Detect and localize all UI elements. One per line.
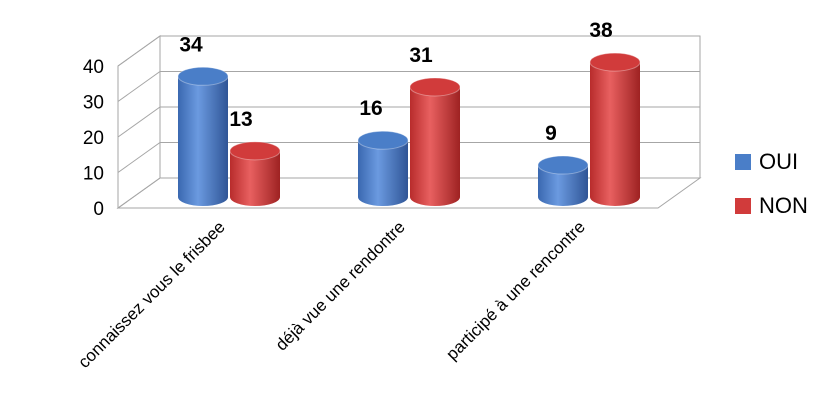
bar-body: [410, 87, 460, 206]
bar-body: [590, 62, 640, 206]
bar-non-2: [590, 53, 640, 206]
data-label-oui-1: 16: [359, 97, 382, 120]
bar-top: [178, 67, 228, 85]
bar-top: [538, 156, 588, 174]
data-label-oui-0: 34: [179, 33, 203, 56]
y-tick-label: 30: [83, 93, 104, 114]
x-axis: connaissez vous le frisbee déjà vue une r…: [74, 217, 588, 371]
legend-label-oui: OUI: [759, 149, 798, 175]
bar-oui-1: [358, 131, 408, 206]
x-tick-label-2: participé à une rencontre: [442, 217, 588, 363]
bar-top: [230, 142, 280, 160]
bar-top: [358, 131, 408, 149]
y-tick-label: 40: [83, 57, 104, 78]
bar-non-1: [410, 78, 460, 206]
y-axis: 0 10 20 30 40: [83, 57, 104, 220]
bar-top: [590, 53, 640, 71]
x-tick-label-1: déjà vue une rendontre: [272, 217, 409, 354]
legend-item-oui: OUI: [735, 140, 808, 184]
legend-swatch-non: [735, 198, 751, 214]
y-tick-label: 0: [93, 199, 104, 220]
bar-oui-0: [178, 67, 228, 206]
bar-body: [178, 76, 228, 206]
bar-top: [410, 78, 460, 96]
data-label-oui-2: 9: [545, 122, 557, 145]
bar-body: [358, 140, 408, 206]
data-label-non-2: 38: [589, 19, 613, 42]
bar-non-0: [230, 142, 280, 206]
data-label-non-0: 13: [229, 108, 252, 131]
bar-oui-2: [538, 156, 588, 206]
data-label-non-1: 31: [409, 44, 433, 67]
y-tick-label: 20: [83, 128, 104, 149]
legend-label-non: NON: [759, 193, 808, 219]
legend-swatch-oui: [735, 154, 751, 170]
legend-item-non: NON: [735, 184, 808, 228]
y-tick-label: 10: [83, 164, 104, 185]
legend: OUI NON: [735, 140, 808, 228]
x-tick-label-0: connaissez vous le frisbee: [74, 217, 228, 371]
